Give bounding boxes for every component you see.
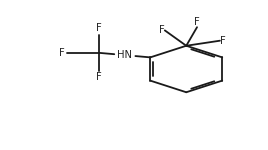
Text: F: F	[59, 48, 65, 58]
Text: F: F	[96, 72, 102, 82]
Text: HN: HN	[117, 50, 132, 60]
Text: F: F	[159, 25, 165, 35]
Text: F: F	[96, 23, 102, 33]
Text: F: F	[194, 17, 200, 27]
Text: F: F	[220, 36, 226, 46]
